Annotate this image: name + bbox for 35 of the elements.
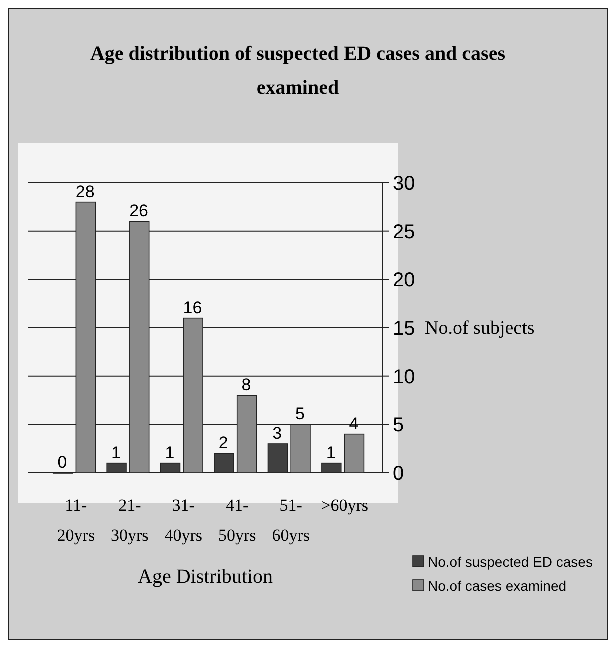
x-tick-label: 51-60yrs	[272, 496, 310, 545]
bar	[322, 462, 342, 474]
bar	[106, 462, 127, 474]
bar	[268, 444, 288, 474]
y-tick-label: 5	[393, 414, 404, 437]
data-label: 5	[295, 404, 305, 424]
x-tick-label: 21-30yrs	[111, 496, 149, 545]
data-label: 3	[272, 424, 282, 443]
data-label: 1	[111, 443, 121, 462]
data-label: 2	[218, 434, 228, 453]
y-axis-title: No.of subjects	[425, 318, 535, 339]
chart-title: Age distribution of suspected ED cases and cases examined	[90, 43, 506, 99]
y-tick-label: 25	[393, 221, 416, 244]
y-tick-label: 0	[393, 463, 404, 485]
x-tick-label: >60yrs	[321, 496, 368, 515]
data-label: 8	[242, 376, 252, 395]
data-label: 0	[58, 453, 68, 472]
y-tick-label: 30	[393, 173, 416, 195]
y-tick-label: 10	[393, 366, 416, 388]
data-label: 28	[76, 182, 95, 202]
bar	[214, 453, 234, 474]
legend-label: No.of suspected ED cases	[428, 554, 593, 570]
y-tick-label: 20	[393, 270, 416, 292]
data-label: 1	[326, 443, 336, 462]
data-label: 1	[165, 443, 175, 462]
x-tick-label: 31-40yrs	[164, 496, 203, 545]
x-axis-title: Age Distribution	[138, 566, 273, 588]
data-label: 16	[183, 298, 202, 318]
data-label: 26	[130, 202, 149, 221]
bar	[344, 434, 365, 474]
bar	[160, 462, 181, 474]
legend-label: No.of cases examined	[428, 578, 567, 594]
y-tick-label: 15	[393, 318, 416, 340]
x-tick-label: 11-20yrs	[57, 496, 96, 545]
x-tick-label: 41-50yrs	[218, 496, 256, 545]
